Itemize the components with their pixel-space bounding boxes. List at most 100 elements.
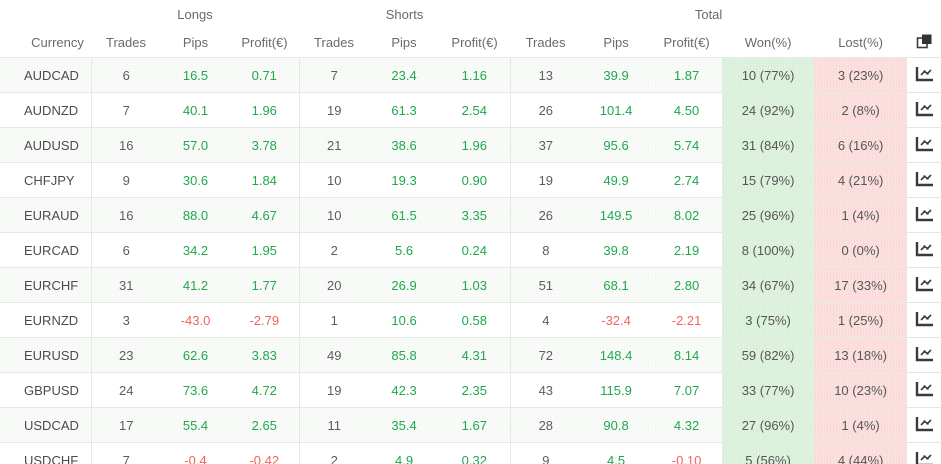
shorts-pips-cell: 35.4 [369, 407, 440, 443]
longs-pips-cell: 41.2 [161, 267, 230, 303]
longs-trades-cell: 7 [91, 442, 161, 464]
longs-profit-cell: 1.95 [230, 232, 300, 268]
shorts-profit-cell: 1.03 [439, 267, 511, 303]
longs-pips-cell: 73.6 [161, 372, 230, 408]
line-chart-icon [915, 311, 934, 327]
table-row: CHFJPY 9 30.6 1.84 10 19.3 0.90 19 49.9 … [0, 162, 941, 198]
open-chart-button[interactable] [915, 311, 934, 327]
shorts-pips-cell: 10.6 [369, 302, 440, 338]
line-chart-icon [915, 66, 934, 82]
shorts-trades-cell: 2 [299, 442, 370, 464]
lost-cell: 4 (44%) [814, 442, 908, 464]
longs-profit-cell: 4.67 [230, 197, 300, 233]
currency-cell: AUDNZD [0, 92, 92, 128]
table-row: AUDNZD 7 40.1 1.96 19 61.3 2.54 26 101.4… [0, 92, 941, 128]
table-row: EURAUD 16 88.0 4.67 10 61.5 3.35 26 149.… [0, 197, 941, 233]
line-chart-icon [915, 136, 934, 152]
line-chart-icon [915, 241, 934, 257]
table-row: EURNZD 3 -43.0 -2.79 1 10.6 0.58 4 -32.4… [0, 302, 941, 338]
total-trades-cell: 9 [510, 442, 582, 464]
longs-profit-cell: 3.83 [230, 337, 300, 373]
total-profit-cell: 8.14 [651, 337, 723, 373]
shorts-trades-cell: 49 [299, 337, 370, 373]
open-chart-button[interactable] [915, 206, 934, 222]
total-profit-cell: 1.87 [651, 57, 723, 93]
open-chart-button[interactable] [915, 276, 934, 292]
longs-profit-cell: -0.42 [230, 442, 300, 464]
shorts-profit-cell: 0.58 [439, 302, 511, 338]
table-row: EURCHF 31 41.2 1.77 20 26.9 1.03 51 68.1… [0, 267, 941, 303]
lost-cell: 1 (4%) [814, 407, 908, 443]
open-chart-button[interactable] [915, 381, 934, 397]
total-trades-cell: 8 [510, 232, 582, 268]
chart-action-cell [907, 302, 941, 338]
copy-icon [916, 33, 933, 50]
open-chart-button[interactable] [915, 136, 934, 152]
copy-button[interactable] [916, 33, 933, 50]
shorts-pips-cell: 38.6 [369, 127, 440, 163]
shorts-trades-cell: 21 [299, 127, 370, 163]
group-header-shorts: Shorts [385, 6, 424, 22]
total-pips-cell: -32.4 [581, 302, 652, 338]
longs-profit-cell: 2.65 [230, 407, 300, 443]
column-header-longs-profit: Profit(€) [241, 35, 288, 50]
total-trades-cell: 13 [510, 57, 582, 93]
open-chart-button[interactable] [915, 101, 934, 117]
shorts-trades-cell: 19 [299, 92, 370, 128]
table-row: AUDUSD 16 57.0 3.78 21 38.6 1.96 37 95.6… [0, 127, 941, 163]
total-profit-cell: 2.80 [651, 267, 723, 303]
won-cell: 59 (82%) [722, 337, 815, 373]
longs-trades-cell: 17 [91, 407, 161, 443]
lost-cell: 1 (4%) [814, 197, 908, 233]
column-header-total-profit: Profit(€) [663, 35, 710, 50]
total-trades-cell: 19 [510, 162, 582, 198]
shorts-trades-cell: 10 [299, 197, 370, 233]
open-chart-button[interactable] [915, 451, 934, 464]
copy-header-cell [907, 28, 941, 58]
lost-cell: 17 (33%) [814, 267, 908, 303]
total-trades-cell: 26 [510, 197, 582, 233]
chart-action-cell [907, 57, 941, 93]
lost-cell: 6 (16%) [814, 127, 908, 163]
won-cell: 3 (75%) [722, 302, 815, 338]
won-cell: 5 (56%) [722, 442, 815, 464]
shorts-profit-cell: 2.54 [439, 92, 511, 128]
longs-profit-cell: 3.78 [230, 127, 300, 163]
won-cell: 15 (79%) [722, 162, 815, 198]
total-trades-cell: 72 [510, 337, 582, 373]
shorts-trades-cell: 1 [299, 302, 370, 338]
won-cell: 33 (77%) [722, 372, 815, 408]
open-chart-button[interactable] [915, 346, 934, 362]
table-header: Longs Shorts Total Currency Trades Pips … [0, 0, 941, 58]
currency-cell: AUDCAD [0, 57, 92, 93]
chart-action-cell [907, 162, 941, 198]
line-chart-icon [915, 416, 934, 432]
table-row: USDCAD 17 55.4 2.65 11 35.4 1.67 28 90.8… [0, 407, 941, 443]
shorts-profit-cell: 1.67 [439, 407, 511, 443]
column-header-shorts-profit: Profit(€) [451, 35, 498, 50]
shorts-pips-cell: 26.9 [369, 267, 440, 303]
column-header-longs-pips: Pips [182, 35, 209, 50]
longs-pips-cell: -0.4 [161, 442, 230, 464]
open-chart-button[interactable] [915, 66, 934, 82]
won-cell: 25 (96%) [722, 197, 815, 233]
currency-cell: CHFJPY [0, 162, 92, 198]
longs-trades-cell: 31 [91, 267, 161, 303]
open-chart-button[interactable] [915, 241, 934, 257]
shorts-profit-cell: 0.24 [439, 232, 511, 268]
chart-action-cell [907, 337, 941, 373]
total-pips-cell: 148.4 [581, 337, 652, 373]
total-profit-cell: 5.74 [651, 127, 723, 163]
open-chart-button[interactable] [915, 416, 934, 432]
shorts-profit-cell: 2.35 [439, 372, 511, 408]
column-header-won: Won(%) [744, 35, 792, 50]
total-trades-cell: 28 [510, 407, 582, 443]
column-header-longs-trades: Trades [106, 35, 146, 50]
open-chart-button[interactable] [915, 171, 934, 187]
lost-cell: 1 (25%) [814, 302, 908, 338]
longs-trades-cell: 16 [91, 127, 161, 163]
table-row: EURUSD 23 62.6 3.83 49 85.8 4.31 72 148.… [0, 337, 941, 373]
longs-trades-cell: 16 [91, 197, 161, 233]
shorts-profit-cell: 1.16 [439, 57, 511, 93]
